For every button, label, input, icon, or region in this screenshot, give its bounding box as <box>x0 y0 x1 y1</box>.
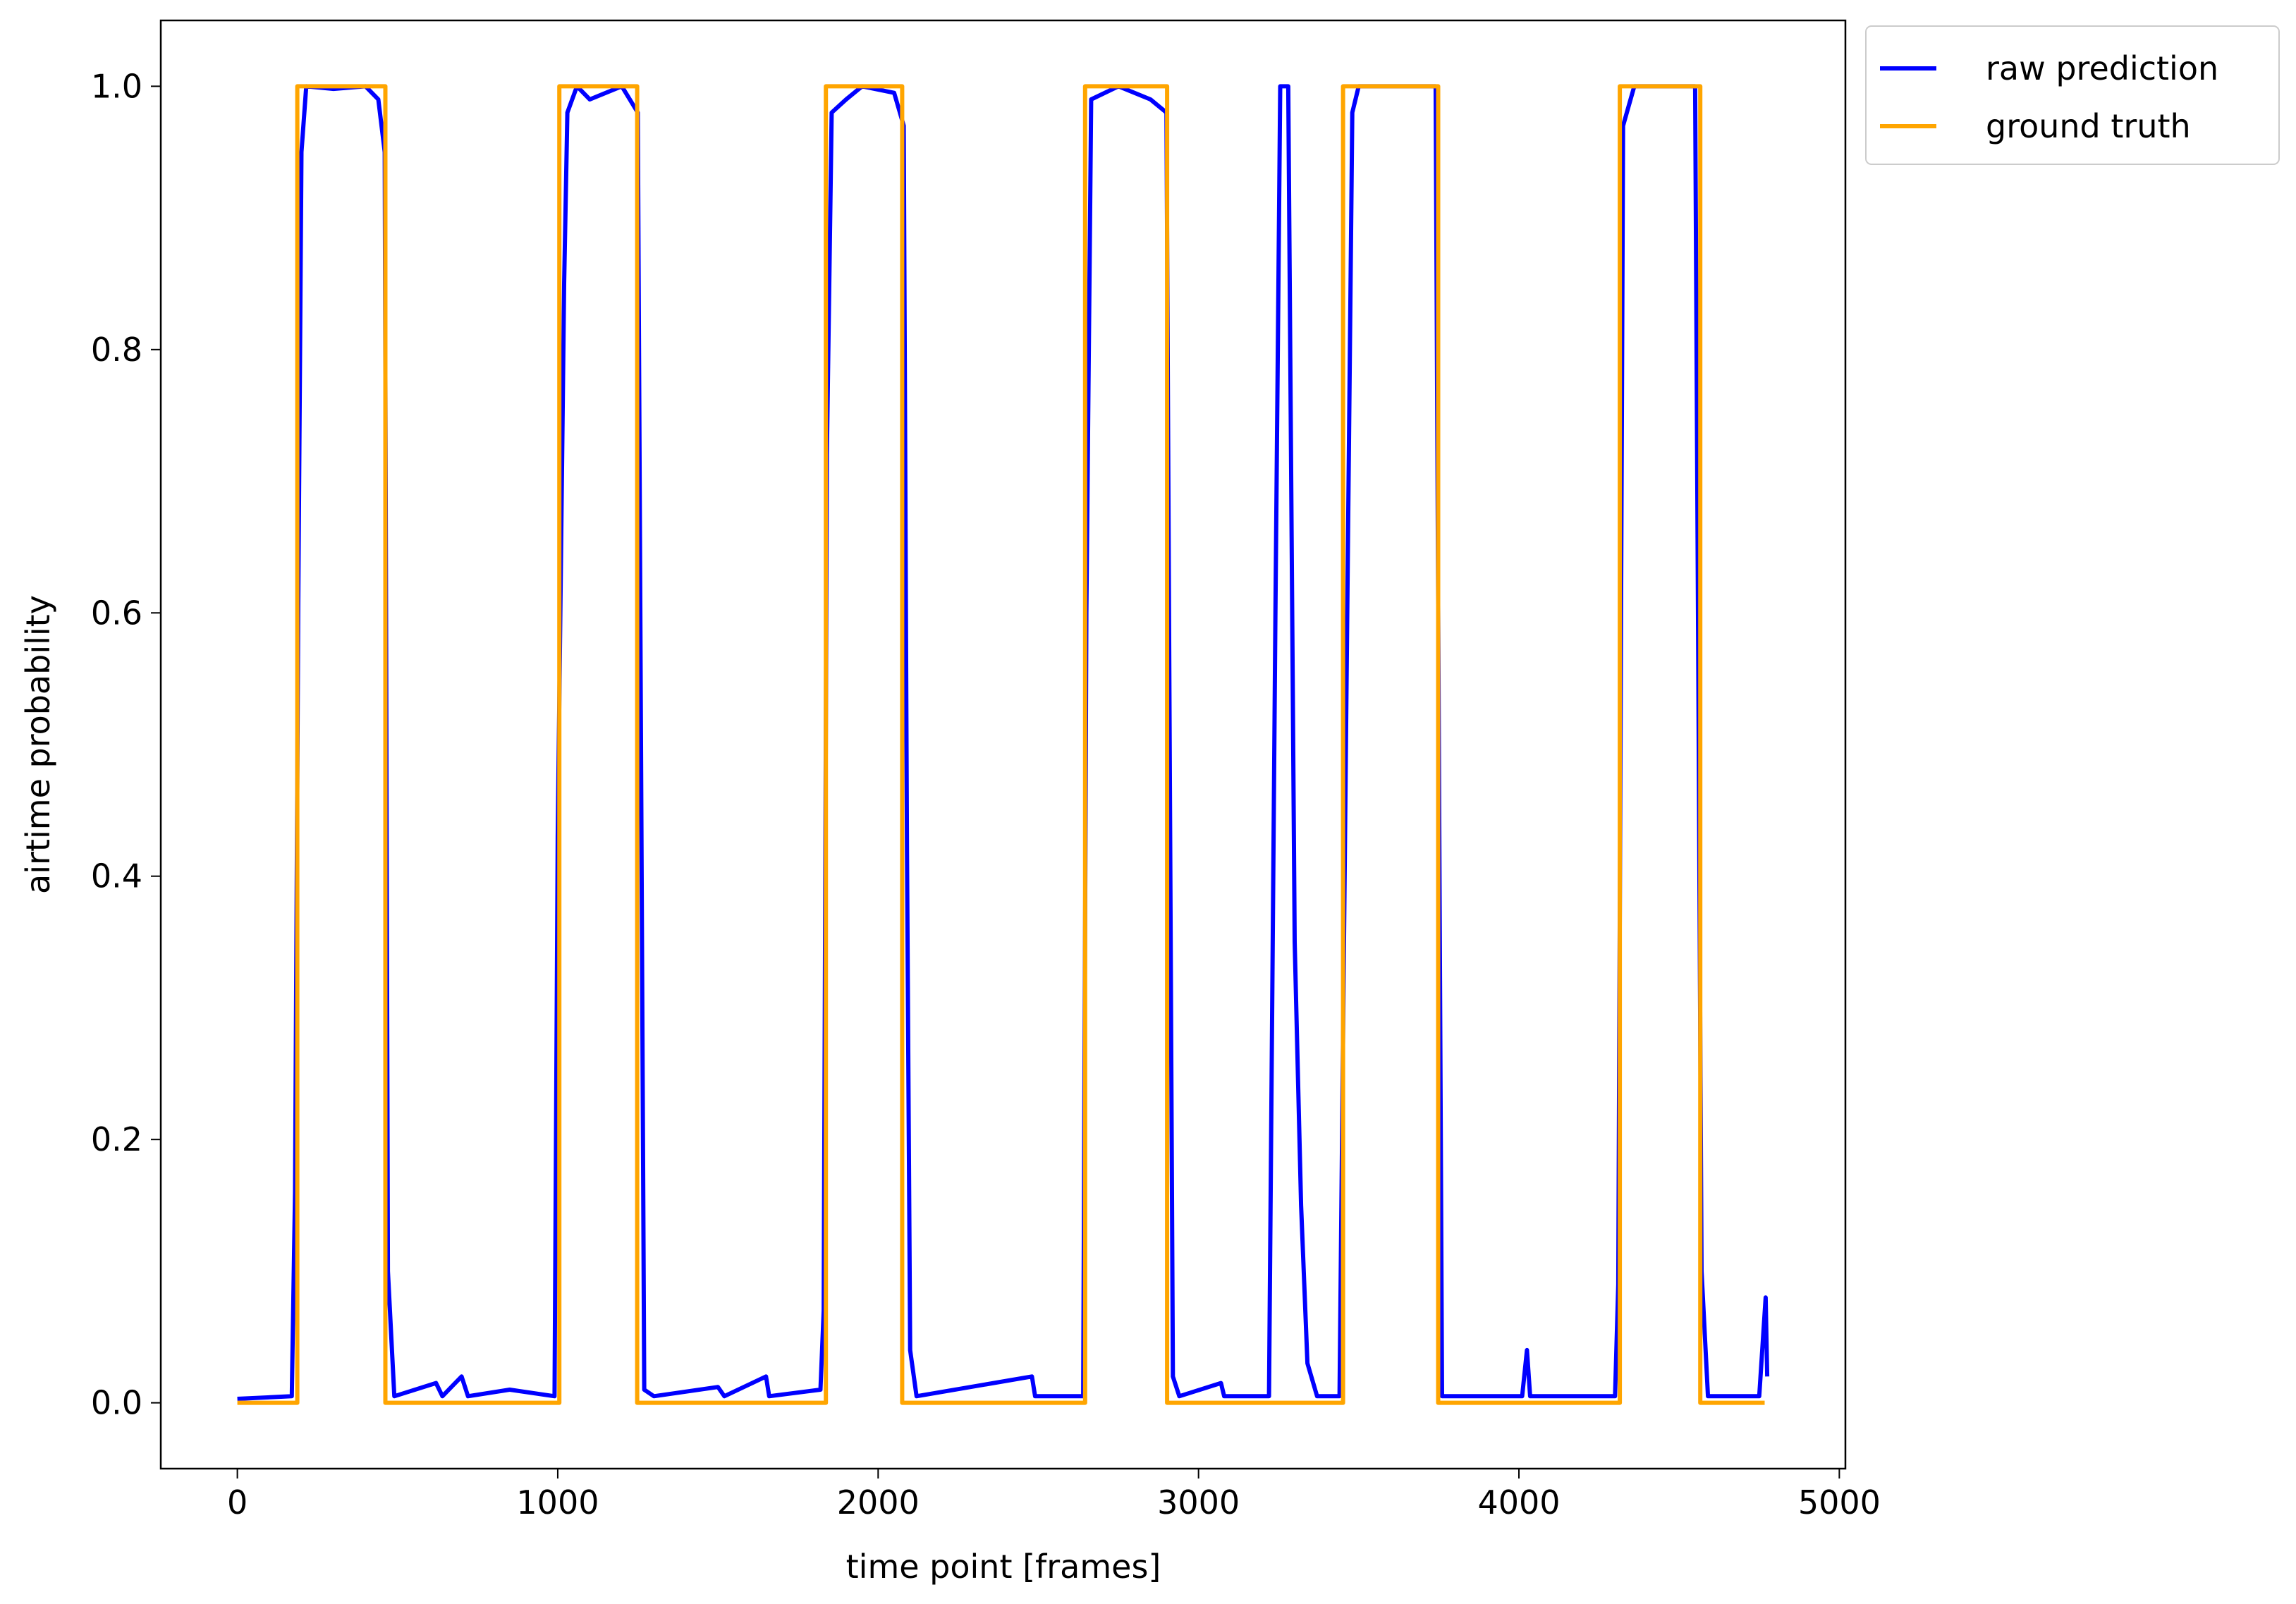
x-tick-label: 0 <box>227 1483 248 1522</box>
y-tick-label: 0.8 <box>91 331 142 369</box>
plot-frame <box>159 19 1847 1470</box>
x-axis-label: time point [frames] <box>846 1548 1161 1586</box>
legend-box <box>1865 25 2280 165</box>
legend-label: ground truth <box>1986 107 2191 145</box>
x-tick-label: 1000 <box>516 1483 599 1522</box>
x-tick-label: 3000 <box>1157 1483 1240 1522</box>
x-tick-label: 5000 <box>1798 1483 1881 1522</box>
y-axis-label: airtime probability <box>19 595 57 894</box>
y-tick-label: 0.4 <box>91 857 142 895</box>
y-tick-label: 0.0 <box>91 1384 142 1422</box>
y-tick-label: 0.2 <box>91 1120 142 1158</box>
series-line <box>237 84 1765 1405</box>
legend-label: raw prediction <box>1986 49 2218 87</box>
y-tick-label: 0.6 <box>91 594 142 632</box>
y-tick-label: 1.0 <box>91 67 142 105</box>
x-tick-label: 4000 <box>1477 1483 1560 1522</box>
x-tick-label: 2000 <box>837 1483 920 1522</box>
